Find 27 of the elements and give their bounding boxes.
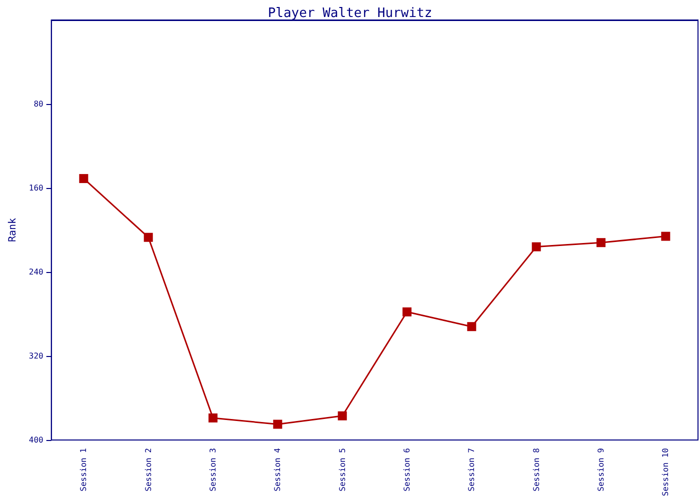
- y-tick-label: 160: [28, 184, 44, 192]
- point: [79, 174, 88, 184]
- x-tick-label: Session 2: [144, 448, 153, 492]
- x-tick-label: Session 6: [402, 448, 412, 492]
- x-tick-label: Session 1: [79, 448, 88, 492]
- point: [402, 307, 412, 316]
- x-tick-label: Session 9: [596, 448, 606, 492]
- y-axis-title: Rank: [8, 218, 18, 242]
- x-tick-label: Session 3: [208, 448, 218, 492]
- y-tick-label: 240: [28, 268, 44, 276]
- y-tick-label: 80: [34, 100, 44, 108]
- point: [273, 420, 282, 429]
- point: [596, 238, 606, 248]
- x-tick-label: Session 10: [661, 448, 670, 496]
- point: [208, 413, 218, 422]
- y-tick-label: 400: [28, 436, 44, 444]
- point: [532, 242, 541, 252]
- x-tick-label: Session 8: [532, 448, 541, 492]
- x-tick-label: Session 5: [338, 448, 347, 492]
- x-tick-label: Session 7: [467, 448, 476, 492]
- chart-title: Player Walter Hurwitz: [268, 6, 432, 21]
- point: [467, 322, 476, 332]
- point: [144, 232, 153, 242]
- point: [338, 411, 347, 420]
- x-tick-label: Session 4: [273, 448, 282, 492]
- y-tick-label: 320: [28, 352, 44, 360]
- point: [661, 232, 670, 241]
